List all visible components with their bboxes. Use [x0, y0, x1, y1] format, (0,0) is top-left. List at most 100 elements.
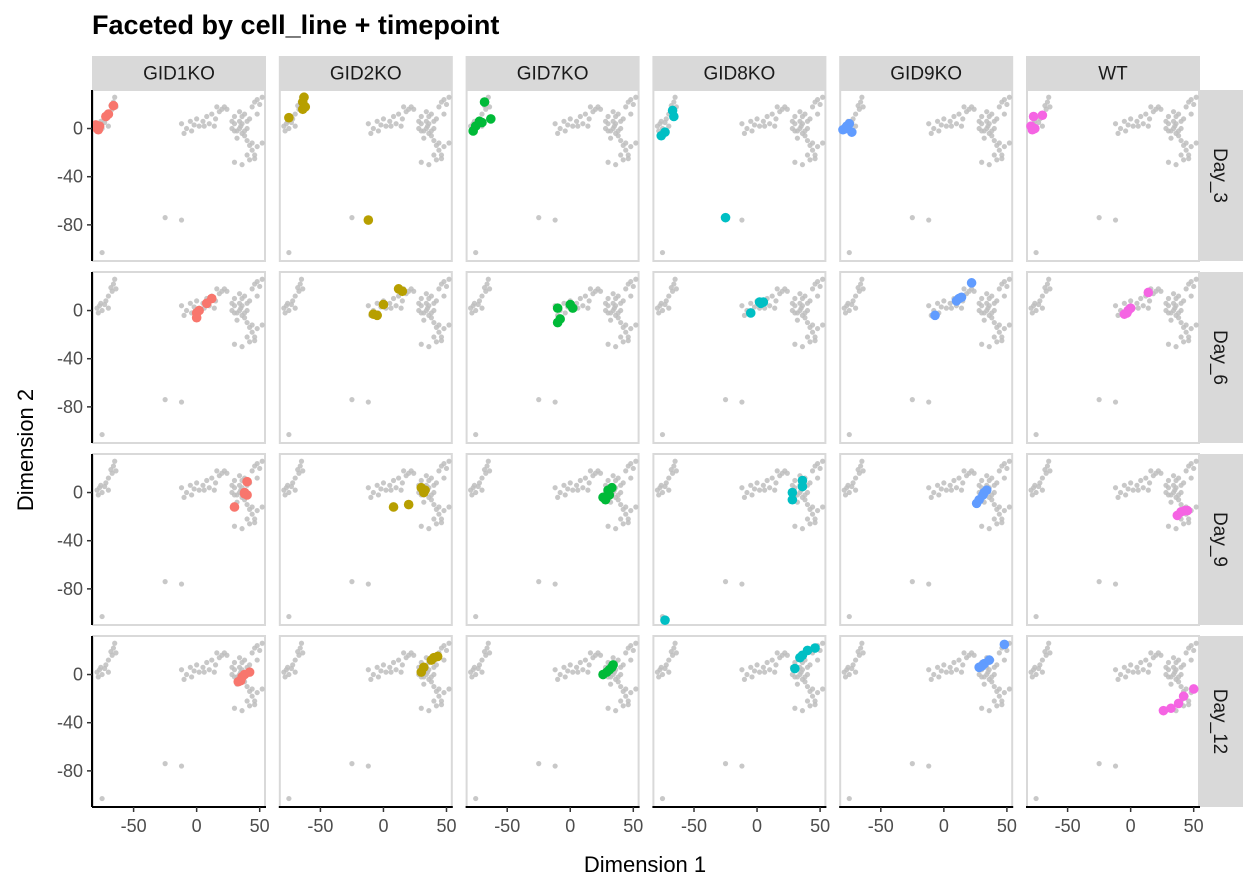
- background-point: [628, 507, 634, 514]
- background-point: [368, 130, 374, 136]
- background-point: [200, 482, 206, 488]
- col-strip-label-gid2ko: GID2KO: [330, 64, 402, 85]
- background-point: [846, 431, 852, 438]
- background-point: [374, 300, 380, 306]
- background-point: [162, 579, 168, 585]
- background-point: [112, 94, 118, 100]
- background-point: [428, 315, 434, 321]
- col-strip-label-gid1ko: GID1KO: [143, 64, 215, 85]
- highlight-point: [999, 639, 1010, 650]
- background-point: [628, 657, 634, 663]
- background-point: [1186, 334, 1192, 340]
- background-point: [981, 317, 987, 323]
- x-tick-label: 0: [378, 816, 388, 836]
- background-point: [1165, 113, 1172, 120]
- background-point: [1121, 118, 1127, 124]
- background-point: [105, 293, 111, 299]
- background-point: [236, 109, 243, 115]
- background-point: [999, 156, 1005, 162]
- background-point: [663, 662, 669, 668]
- background-point: [395, 111, 402, 117]
- x-tick-label: 50: [623, 816, 643, 836]
- background-point: [804, 501, 811, 508]
- background-point: [1001, 143, 1007, 150]
- background-point: [659, 795, 666, 802]
- background-point: [387, 482, 393, 488]
- background-point: [1158, 106, 1164, 112]
- background-point: [756, 669, 763, 675]
- background-point: [659, 671, 666, 678]
- highlight-point: [981, 485, 992, 495]
- panel-gid9ko-day-12: -50 0 50: [839, 635, 1017, 836]
- background-point: [446, 322, 452, 328]
- background-point: [633, 94, 639, 100]
- col-strip-label-gid8ko: GID8KO: [703, 64, 775, 85]
- background-point: [436, 322, 442, 328]
- background-point: [739, 581, 745, 587]
- panel-border: [278, 89, 453, 262]
- background-point: [481, 467, 488, 473]
- background-point: [666, 475, 672, 481]
- background-point: [1178, 664, 1184, 670]
- background-point: [858, 99, 864, 105]
- background-point: [989, 293, 995, 299]
- background-point: [991, 482, 997, 488]
- background-point: [812, 152, 818, 158]
- background-point: [390, 295, 397, 302]
- background-point: [387, 300, 393, 306]
- background-point: [1143, 111, 1149, 117]
- background-point: [204, 113, 210, 120]
- background-point: [178, 303, 185, 309]
- background-point: [859, 458, 865, 464]
- background-point: [383, 487, 389, 493]
- background-point: [428, 133, 434, 139]
- background-point: [663, 480, 669, 486]
- background-point: [247, 703, 253, 709]
- background-point: [1186, 520, 1192, 526]
- background-point: [211, 669, 217, 675]
- background-point: [820, 640, 826, 646]
- background-point: [855, 285, 861, 291]
- background-point: [951, 477, 957, 484]
- background-point: [286, 431, 292, 438]
- background-point: [1004, 101, 1010, 108]
- background-point: [666, 669, 672, 675]
- background-point: [282, 674, 288, 680]
- background-point: [234, 317, 240, 323]
- background-point: [767, 485, 773, 491]
- background-point: [852, 475, 859, 481]
- background-point: [814, 143, 821, 150]
- background-point: [1191, 647, 1197, 654]
- background-point: [1096, 579, 1102, 585]
- background-point: [368, 676, 374, 682]
- background-point: [1135, 669, 1141, 675]
- background-point: [252, 516, 258, 522]
- background-point: [792, 674, 798, 680]
- background-point: [814, 279, 821, 285]
- background-point: [1037, 480, 1043, 486]
- background-point: [623, 147, 629, 153]
- background-point: [936, 492, 942, 498]
- background-point: [428, 128, 434, 134]
- background-point: [989, 475, 995, 481]
- background-point: [1165, 659, 1172, 666]
- panel-gid2ko-day-3: [278, 89, 453, 262]
- background-point: [441, 657, 447, 663]
- background-point: [789, 482, 795, 488]
- background-point: [103, 298, 109, 304]
- background-point: [383, 669, 389, 675]
- background-point: [178, 763, 185, 769]
- background-point: [562, 674, 568, 680]
- background-point: [1163, 664, 1169, 670]
- background-point: [446, 458, 452, 464]
- background-point: [187, 482, 193, 488]
- background-point: [802, 293, 808, 299]
- background-point: [441, 97, 447, 103]
- background-point: [565, 122, 571, 128]
- background-point: [249, 650, 255, 656]
- background-point: [441, 689, 447, 696]
- background-point: [586, 480, 592, 486]
- background-point: [943, 123, 949, 129]
- background-point: [292, 123, 298, 129]
- background-point: [666, 293, 672, 299]
